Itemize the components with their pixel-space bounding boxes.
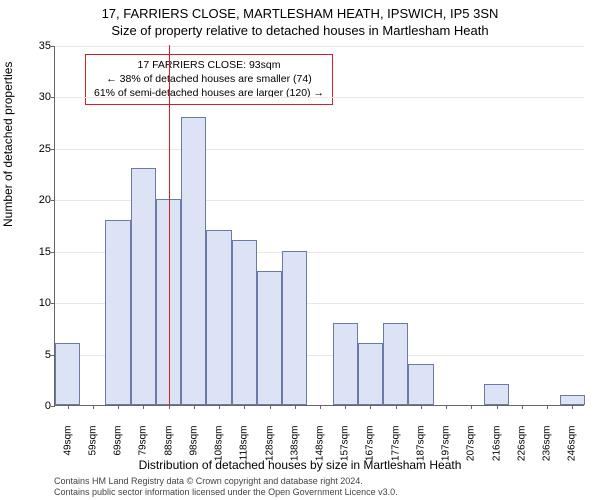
xtick-mark <box>396 405 397 409</box>
chart-container: 17, FARRIERS CLOSE, MARTLESHAM HEATH, IP… <box>0 0 600 500</box>
footer-line-1: Contains HM Land Registry data © Crown c… <box>54 476 398 487</box>
ytick-mark <box>51 406 55 407</box>
histogram-bar <box>131 168 156 405</box>
y-axis-label: Number of detached properties <box>1 62 15 227</box>
xtick-mark <box>320 405 321 409</box>
xtick-mark <box>270 405 271 409</box>
histogram-bar <box>181 117 206 405</box>
xtick-mark <box>118 405 119 409</box>
ytick-mark <box>51 46 55 47</box>
ytick-label: 0 <box>27 400 51 412</box>
ytick-label: 10 <box>27 297 51 309</box>
ytick-mark <box>51 200 55 201</box>
xtick-mark <box>244 405 245 409</box>
xtick-mark <box>345 405 346 409</box>
histogram-bar <box>257 271 282 405</box>
xtick-mark <box>446 405 447 409</box>
ytick-mark <box>51 303 55 304</box>
ytick-label: 35 <box>27 40 51 52</box>
ytick-label: 20 <box>27 194 51 206</box>
histogram-bar <box>105 220 130 405</box>
chart-title-main: 17, FARRIERS CLOSE, MARTLESHAM HEATH, IP… <box>0 0 600 21</box>
xtick-mark <box>68 405 69 409</box>
plot-area: 17 FARRIERS CLOSE: 93sqm ← 38% of detach… <box>54 46 584 406</box>
ytick-label: 5 <box>27 349 51 361</box>
xtick-mark <box>497 405 498 409</box>
histogram-bar <box>282 251 307 405</box>
x-axis-label: Distribution of detached houses by size … <box>0 458 600 472</box>
footer-attribution: Contains HM Land Registry data © Crown c… <box>54 476 398 498</box>
footer-line-2: Contains public sector information licen… <box>54 487 398 498</box>
xtick-mark <box>169 405 170 409</box>
gridline <box>55 149 584 150</box>
ytick-label: 25 <box>27 143 51 155</box>
histogram-bar <box>560 395 585 405</box>
xtick-mark <box>194 405 195 409</box>
xtick-mark <box>370 405 371 409</box>
ytick-mark <box>51 149 55 150</box>
xtick-mark <box>93 405 94 409</box>
xtick-mark <box>295 405 296 409</box>
ytick-mark <box>51 252 55 253</box>
histogram-bar <box>484 384 509 405</box>
histogram-bar <box>358 343 383 405</box>
ytick-label: 30 <box>27 91 51 103</box>
xtick-mark <box>471 405 472 409</box>
histogram-bar <box>333 323 358 405</box>
ytick-label: 15 <box>27 246 51 258</box>
xtick-mark <box>219 405 220 409</box>
xtick-mark <box>547 405 548 409</box>
ytick-mark <box>51 97 55 98</box>
xtick-mark <box>421 405 422 409</box>
xtick-mark <box>143 405 144 409</box>
xtick-mark <box>522 405 523 409</box>
property-marker-line <box>169 45 171 405</box>
gridline <box>55 97 584 98</box>
chart-title-sub: Size of property relative to detached ho… <box>0 21 600 38</box>
histogram-bar <box>383 323 408 405</box>
annotation-line-2: ← 38% of detached houses are smaller (74… <box>94 72 324 86</box>
histogram-bar <box>408 364 433 405</box>
annotation-line-1: 17 FARRIERS CLOSE: 93sqm <box>94 58 324 72</box>
histogram-bar <box>206 230 231 405</box>
histogram-bar <box>55 343 80 405</box>
gridline <box>55 46 584 47</box>
xtick-mark <box>572 405 573 409</box>
histogram-bar <box>232 240 257 405</box>
